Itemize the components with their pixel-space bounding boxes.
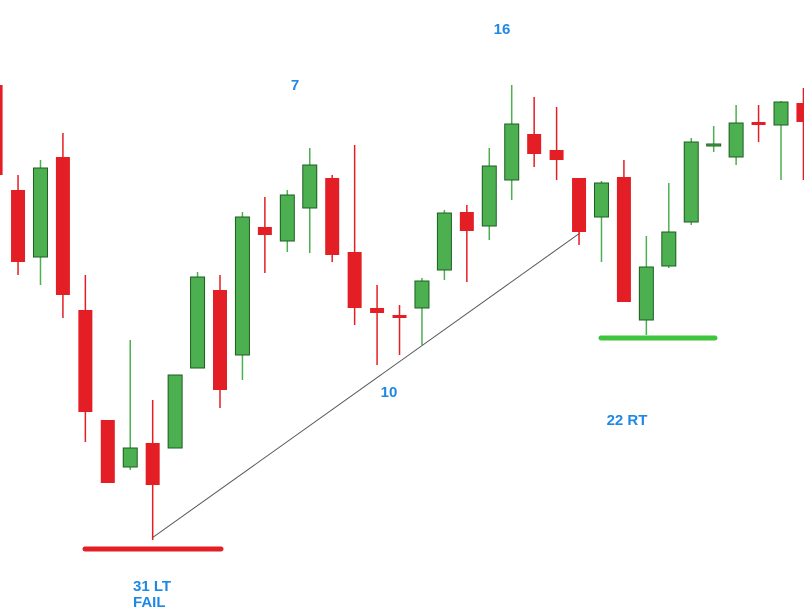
candle-body <box>572 178 587 232</box>
candle-body <box>616 177 631 302</box>
candle-body <box>32 167 48 258</box>
candle-body <box>190 276 206 369</box>
annotation: FAIL <box>133 594 166 611</box>
candle-body <box>593 182 609 218</box>
annotation: 16 <box>494 21 511 38</box>
candle-body <box>481 165 497 227</box>
candle-body <box>414 280 430 309</box>
candles <box>0 85 804 540</box>
candle-body <box>279 194 295 242</box>
annotation: 7 <box>291 77 299 94</box>
candle-body <box>11 190 26 262</box>
candle-body <box>234 216 250 356</box>
annotation: 10 <box>381 384 398 401</box>
candle-body <box>527 134 542 154</box>
candle-body <box>325 178 340 255</box>
candle-body <box>257 227 272 235</box>
candle-body <box>167 374 183 449</box>
candle-body <box>122 447 138 468</box>
candle-body <box>392 315 407 318</box>
candle-body <box>773 101 789 126</box>
candle-body <box>504 123 520 181</box>
candle-body <box>213 290 227 390</box>
candle-body <box>638 266 654 321</box>
annotation: 31 LT <box>133 578 171 595</box>
candle-body <box>55 157 70 295</box>
candle-body <box>549 150 564 160</box>
candle-body <box>436 212 452 271</box>
trend-line <box>151 232 581 539</box>
candle-body <box>347 252 362 308</box>
candle-body <box>370 308 385 313</box>
candle-body <box>683 141 699 223</box>
candle-body <box>459 212 474 231</box>
candle-body <box>706 143 722 147</box>
candle-body <box>751 122 766 125</box>
candle-body <box>0 85 3 175</box>
candle-body <box>728 122 744 158</box>
candle-body <box>302 164 318 209</box>
annotation: 22 RT <box>607 412 648 429</box>
candle-body <box>145 443 160 485</box>
candle-body <box>100 420 115 483</box>
candle-body <box>78 310 93 412</box>
candle-body <box>796 103 804 122</box>
candle-body <box>661 231 677 267</box>
